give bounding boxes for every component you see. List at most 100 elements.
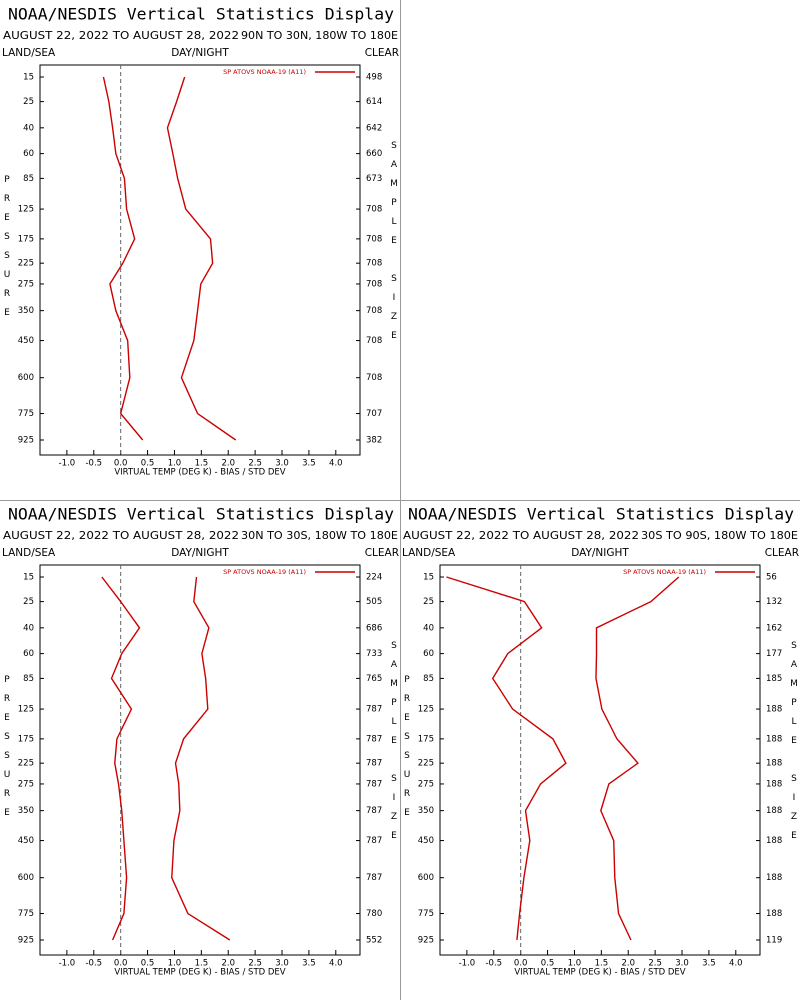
- sky: CLEAR: [365, 547, 399, 559]
- y-tick-label: 450: [18, 836, 34, 846]
- sky: CLEAR: [765, 547, 799, 559]
- sample-size: 185: [766, 674, 782, 684]
- y-tick-label: 275: [18, 779, 34, 789]
- time-of-day: DAY/NIGHT: [171, 47, 229, 59]
- x-tick-label: 0.0: [514, 959, 528, 969]
- sample-size: 188: [766, 806, 782, 816]
- time-of-day: DAY/NIGHT: [171, 547, 229, 559]
- y-axis-label: PRESSURE: [402, 675, 412, 827]
- y-tick-label: 40: [423, 623, 434, 633]
- sample-size: 686: [366, 623, 382, 633]
- sample-size: 177: [766, 649, 782, 659]
- date-range: AUGUST 22, 2022 TO AUGUST 28, 2022: [3, 530, 239, 542]
- y-tick-label: 275: [418, 779, 434, 789]
- sample-size: 787: [366, 734, 382, 744]
- y-axis-label: PRESSURE: [2, 675, 12, 827]
- y-tick-label: 15: [23, 73, 34, 83]
- x-tick-label: 1.5: [595, 959, 609, 969]
- y-tick-label: 350: [18, 806, 34, 816]
- region: 90N TO 30N, 180W TO 180E: [241, 30, 398, 42]
- y-tick-label: 175: [418, 734, 434, 744]
- x-tick-label: 1.0: [568, 959, 582, 969]
- x-tick-label: 2.5: [248, 959, 262, 969]
- x-tick-label: 1.5: [195, 459, 209, 469]
- y-tick-label: 350: [418, 806, 434, 816]
- panel: NOAA/NESDIS Vertical Statistics Display A…: [2, 5, 399, 478]
- sample-size: 708: [366, 205, 382, 215]
- sample-size: 162: [766, 623, 782, 633]
- date-range: AUGUST 22, 2022 TO AUGUST 28, 2022: [3, 30, 239, 42]
- y-tick-label: 450: [18, 336, 34, 346]
- x-axis-label: VIRTUAL TEMP (DEG K) - BIAS / STD DEV: [114, 968, 285, 978]
- x-tick-label: -0.5: [485, 959, 502, 969]
- y-tick-label: 450: [418, 836, 434, 846]
- sample-size: 787: [366, 759, 382, 769]
- sample-size: 787: [366, 779, 382, 789]
- sample-size: 552: [366, 936, 382, 946]
- x-tick-label: 0.5: [141, 459, 155, 469]
- sample-size: 708: [366, 306, 382, 316]
- sample-size: 708: [366, 259, 382, 269]
- x-tick-label: 1.0: [168, 459, 182, 469]
- panel: NOAA/NESDIS Vertical Statistics Display A…: [2, 505, 399, 978]
- y-tick-label: 25: [23, 97, 34, 107]
- bias-line: [101, 576, 141, 941]
- sample-size: 132: [766, 597, 782, 607]
- y-tick-label: 40: [23, 123, 34, 133]
- y-tick-label: 350: [18, 306, 34, 316]
- legend-label: SP ATOVS NOAA-19 (A11): [623, 568, 706, 576]
- std-dev-line: [166, 76, 237, 441]
- sample-size: 787: [366, 873, 382, 883]
- x-tick-label: 4.0: [329, 459, 343, 469]
- y-tick-label: 15: [423, 573, 434, 583]
- x-tick-label: -0.5: [85, 459, 102, 469]
- bias-line: [446, 576, 567, 941]
- sample-size: 224: [366, 573, 382, 583]
- y-tick-label: 925: [18, 436, 34, 446]
- x-tick-label: 3.5: [302, 459, 316, 469]
- y-tick-label: 275: [18, 279, 34, 289]
- sample-size: 188: [766, 909, 782, 919]
- sample-size: 733: [366, 649, 382, 659]
- region: 30N TO 30S, 180W TO 180E: [241, 530, 398, 542]
- sample-size: 505: [366, 597, 382, 607]
- x-tick-label: 3.5: [702, 959, 716, 969]
- panel-title: NOAA/NESDIS Vertical Statistics Display: [8, 5, 394, 24]
- x-tick-label: -1.0: [59, 459, 76, 469]
- y-axis-label: PRESSURE: [2, 175, 12, 327]
- sample-size: 765: [366, 674, 382, 684]
- y-tick-label: 225: [18, 759, 34, 769]
- sample-size: 708: [366, 234, 382, 244]
- x-tick-label: 4.0: [729, 959, 743, 969]
- sample-size: 56: [766, 573, 777, 583]
- y-tick-label: 40: [23, 623, 34, 633]
- bias-line: [102, 76, 144, 441]
- y-tick-label: 125: [418, 705, 434, 715]
- y2-axis-label: SAMPLE SIZE: [389, 141, 399, 350]
- y-tick-label: 60: [423, 649, 434, 659]
- sample-size: 708: [366, 336, 382, 346]
- sample-size: 188: [766, 705, 782, 715]
- x-tick-label: 4.0: [329, 959, 343, 969]
- y-tick-label: 775: [18, 909, 34, 919]
- region: 30S TO 90S, 180W TO 180E: [641, 530, 798, 542]
- plot-frame: [439, 564, 761, 956]
- sample-size: 188: [766, 836, 782, 846]
- y-tick-label: 925: [418, 936, 434, 946]
- x-tick-label: 0.5: [141, 959, 155, 969]
- y2-axis-label: SAMPLE SIZE: [789, 641, 799, 850]
- x-axis-label: VIRTUAL TEMP (DEG K) - BIAS / STD DEV: [114, 468, 285, 478]
- sample-size: 614: [366, 97, 382, 107]
- x-tick-label: 0.5: [541, 959, 555, 969]
- y-tick-label: 25: [23, 597, 34, 607]
- panel: NOAA/NESDIS Vertical Statistics Display A…: [402, 505, 799, 978]
- sample-size: 787: [366, 705, 382, 715]
- date-range: AUGUST 22, 2022 TO AUGUST 28, 2022: [403, 530, 639, 542]
- plot-frame: [39, 64, 361, 456]
- y-tick-label: 125: [18, 205, 34, 215]
- y-tick-label: 125: [18, 705, 34, 715]
- y-tick-label: 85: [23, 174, 34, 184]
- panel-title: NOAA/NESDIS Vertical Statistics Display: [408, 505, 794, 524]
- panel-title: NOAA/NESDIS Vertical Statistics Display: [8, 505, 394, 524]
